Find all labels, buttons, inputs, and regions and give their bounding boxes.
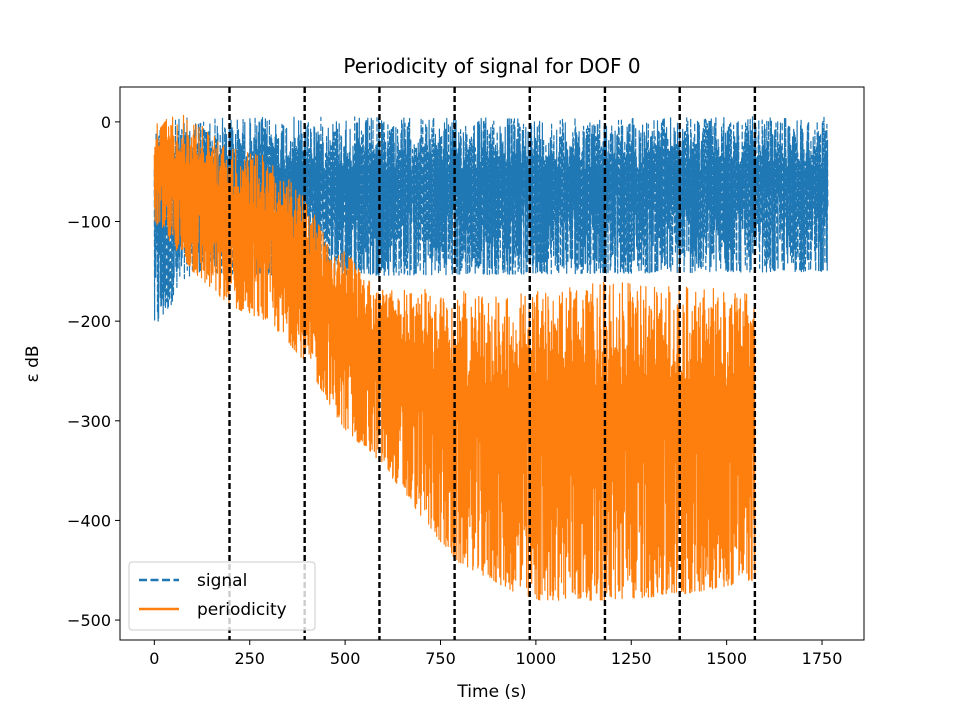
- chart-title: Periodicity of signal for DOF 0: [343, 54, 640, 78]
- y-axis-label: ε dB: [23, 345, 43, 382]
- plot-area: [153, 87, 829, 640]
- axes: 0 250 500 750 1000 1250 1500 1750 0 −100 −200 −300 −…: [67, 113, 842, 668]
- x-axis-label: Time (s): [456, 682, 526, 702]
- x-tick-label: 1750: [802, 649, 843, 668]
- x-tick-label: 1500: [706, 649, 747, 668]
- x-tick-label: 750: [425, 649, 456, 668]
- x-tick-label: 0: [149, 649, 159, 668]
- x-tick-label: 500: [330, 649, 361, 668]
- y-tick-label: −200: [67, 312, 111, 331]
- x-tick-label: 250: [234, 649, 265, 668]
- axes-frame: [119, 86, 865, 641]
- y-tick-label: −300: [67, 412, 111, 431]
- legend-periodicity-label: periodicity: [197, 600, 287, 620]
- y-tick-label: −100: [67, 213, 111, 232]
- x-tick-label: 1250: [611, 649, 652, 668]
- series-signal-line: [153, 116, 829, 322]
- legend-signal-label: signal: [197, 571, 247, 591]
- y-tick-label: 0: [101, 113, 111, 132]
- y-tick-label: −400: [67, 511, 111, 530]
- legend: signal periodicity: [128, 561, 316, 631]
- x-tick-label: 1000: [516, 649, 557, 668]
- y-tick-label: −500: [67, 611, 111, 630]
